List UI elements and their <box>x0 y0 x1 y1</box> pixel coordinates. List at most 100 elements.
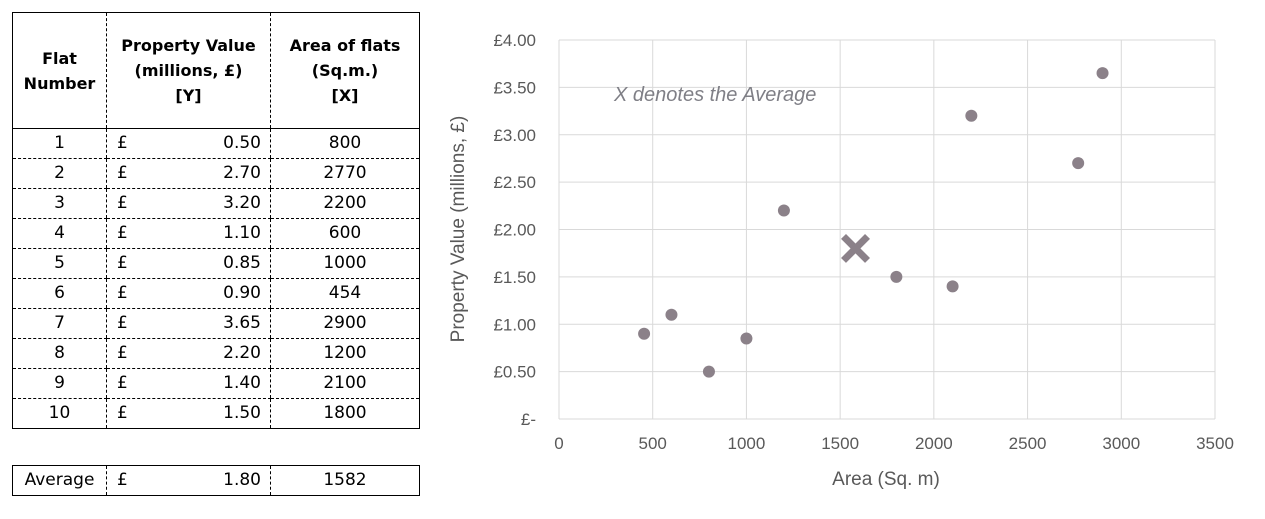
table-row: 5 £0.85 1000 <box>12 248 420 279</box>
y-tick-label: £- <box>521 410 536 429</box>
property-value: 2.70 <box>223 163 261 183</box>
currency-symbol: £ <box>117 403 128 423</box>
property-value-cell: £0.90 <box>106 278 271 309</box>
property-value: 3.65 <box>223 313 261 333</box>
currency-symbol: £ <box>117 343 128 363</box>
property-value: 0.90 <box>223 283 261 303</box>
currency-symbol: £ <box>117 223 128 243</box>
header-flat-number: Flat Number <box>12 12 107 129</box>
currency-symbol: £ <box>117 163 128 183</box>
data-point <box>638 327 651 340</box>
flat-number: 2 <box>12 158 107 189</box>
flat-number: 1 <box>12 128 107 159</box>
currency-symbol: £ <box>117 133 128 153</box>
flat-number: 5 <box>12 248 107 279</box>
table-row: 10 £1.50 1800 <box>12 398 420 429</box>
average-value-cell: £ 1.80 <box>106 465 271 496</box>
average-value: 1.80 <box>223 470 261 490</box>
property-value: 3.20 <box>223 193 261 213</box>
flat-number: 8 <box>12 338 107 369</box>
average-x-stroke <box>841 233 870 263</box>
data-point <box>1096 67 1109 80</box>
scatter-chart: £- £0.50 £1.00 £1.50 £2.00 £2.50 £3.00 £3.50 £4.… <box>448 31 1234 490</box>
flat-number: 9 <box>12 368 107 399</box>
property-value-cell: £1.40 <box>106 368 271 399</box>
flat-number: 10 <box>12 398 107 429</box>
property-value-cell: £1.10 <box>106 218 271 249</box>
average-table: Average £ 1.80 1582 <box>12 465 420 496</box>
table-header-row: Flat Number Property Value (millions, £)… <box>12 12 420 129</box>
data-point <box>1072 157 1085 170</box>
data-point <box>890 270 903 283</box>
table-row: 4 £1.10 600 <box>12 218 420 249</box>
x-tick-label: 1500 <box>821 434 859 453</box>
average-label: Average <box>12 465 107 496</box>
property-value-cell: £2.70 <box>106 158 271 189</box>
x-axis-title: Area (Sq. m) <box>832 469 940 490</box>
data-points <box>638 67 1109 378</box>
x-tick-label: 3500 <box>1196 434 1234 453</box>
y-tick-label: £1.50 <box>493 268 536 287</box>
table-row: 2 £2.70 2770 <box>12 158 420 189</box>
y-axis-ticks: £- £0.50 £1.00 £1.50 £2.00 £2.50 £3.00 £3.50 £4.… <box>493 31 536 429</box>
table-row: 1 £0.50 800 <box>12 128 420 159</box>
y-tick-label: £2.50 <box>493 173 536 192</box>
y-tick-label: £3.50 <box>493 78 536 97</box>
property-value-cell: £1.50 <box>106 398 271 429</box>
property-value-cell: £0.85 <box>106 248 271 279</box>
data-point <box>946 280 959 293</box>
table-row: 7 £3.65 2900 <box>12 308 420 339</box>
property-value: 1.10 <box>223 223 261 243</box>
flat-area: 2900 <box>270 308 420 339</box>
flat-area: 2200 <box>270 188 420 219</box>
x-tick-label: 0 <box>554 434 563 453</box>
table-row: 3 £3.20 2200 <box>12 188 420 219</box>
flat-number: 4 <box>12 218 107 249</box>
grid-lines <box>558 39 1216 420</box>
data-point <box>777 204 790 217</box>
average-row: Average £ 1.80 1582 <box>12 465 420 496</box>
y-tick-label: £3.00 <box>493 126 536 145</box>
property-value-cell: £3.65 <box>106 308 271 339</box>
average-marker <box>841 233 870 263</box>
currency-symbol: £ <box>117 373 128 393</box>
flat-area: 454 <box>270 278 420 309</box>
property-value: 1.40 <box>223 373 261 393</box>
property-value-cell: £2.20 <box>106 338 271 369</box>
table-row: 8 £2.20 1200 <box>12 338 420 369</box>
property-value: 0.85 <box>223 253 261 273</box>
data-point <box>702 365 715 378</box>
flat-area: 800 <box>270 128 420 159</box>
x-tick-label: 2000 <box>915 434 953 453</box>
flat-area: 600 <box>270 218 420 249</box>
flat-area: 1000 <box>270 248 420 279</box>
property-value: 2.20 <box>223 343 261 363</box>
data-point <box>965 109 978 122</box>
data-point <box>665 308 678 321</box>
data-table: Flat Number Property Value (millions, £)… <box>12 12 420 429</box>
x-axis-ticks: 0 500 1000 1500 2000 2500 3000 3500 <box>554 434 1234 453</box>
x-tick-label: 1000 <box>728 434 766 453</box>
property-value: 0.50 <box>223 133 261 153</box>
flat-area: 2100 <box>270 368 420 399</box>
currency-symbol: £ <box>117 470 128 490</box>
property-value-cell: £3.20 <box>106 188 271 219</box>
y-axis-title: Property Value (millions, £) <box>448 116 469 343</box>
flat-number: 7 <box>12 308 107 339</box>
currency-symbol: £ <box>117 283 128 303</box>
header-property-value: Property Value (millions, £) [Y] <box>106 12 271 129</box>
property-value: 1.50 <box>223 403 261 423</box>
header-area: Area of flats (Sq.m.) [X] <box>270 12 420 129</box>
x-tick-label: 500 <box>639 434 667 453</box>
flat-area: 1800 <box>270 398 420 429</box>
chart-annotation: X denotes the Average <box>613 84 816 106</box>
flat-number: 3 <box>12 188 107 219</box>
y-tick-label: £0.50 <box>493 363 536 382</box>
property-value-cell: £0.50 <box>106 128 271 159</box>
data-point <box>740 332 753 345</box>
currency-symbol: £ <box>117 193 128 213</box>
x-tick-label: 3000 <box>1102 434 1140 453</box>
table-row: 6 £0.90 454 <box>12 278 420 309</box>
flat-area: 2770 <box>270 158 420 189</box>
y-tick-label: £2.00 <box>493 221 536 240</box>
